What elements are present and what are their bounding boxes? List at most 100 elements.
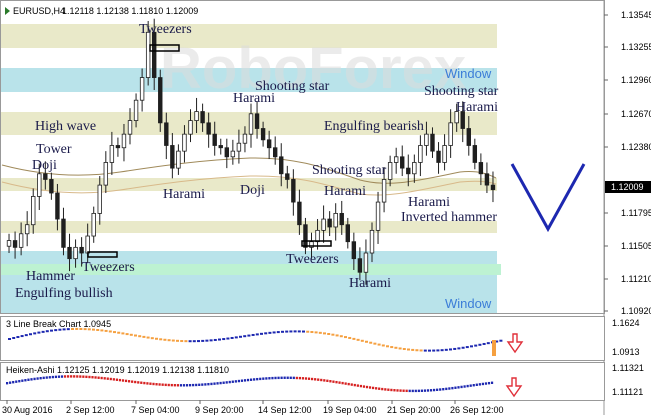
- ha-bar: [460, 385, 463, 389]
- ha-bar: [472, 384, 475, 387]
- lb-bar: [138, 335, 142, 338]
- ha-bar: [124, 379, 128, 383]
- ha-bar: [475, 383, 478, 386]
- ha-bar: [359, 384, 362, 388]
- ha-bar: [323, 379, 326, 382]
- candle-body: [436, 150, 441, 163]
- candle-body: [31, 196, 36, 226]
- ha-bar: [189, 383, 192, 387]
- lb-bar: [239, 335, 242, 338]
- lb-bar: [339, 335, 343, 338]
- ha-bar: [94, 376, 97, 379]
- candle-body: [230, 150, 236, 158]
- ha-bar: [283, 376, 286, 379]
- panel-3lb-axis-top: 1.1624: [612, 318, 640, 328]
- candle-body: [430, 133, 435, 152]
- ha-bar: [158, 383, 161, 386]
- header-ohlc: 1.12118 1.12138 1.11810 1.12009: [62, 6, 198, 16]
- ha-bar: [222, 381, 225, 384]
- ha-bar: [399, 389, 402, 392]
- lb-bar: [499, 339, 503, 342]
- ha-bar: [201, 383, 204, 386]
- lb-bar: [54, 329, 58, 332]
- candle-body: [91, 212, 96, 237]
- time-tick-label: 26 Sep 12:00: [450, 405, 504, 415]
- zone-resistance-top: [1, 24, 497, 48]
- lb-bar: [79, 327, 83, 330]
- candle-body: [297, 201, 302, 226]
- candle-body: [363, 252, 369, 273]
- ha-bar: [250, 378, 253, 381]
- ha-bar: [9, 381, 12, 384]
- lb-bar: [474, 344, 478, 347]
- candle-body: [67, 246, 72, 260]
- lb-bar: [66, 328, 70, 331]
- lb-bar: [100, 329, 104, 332]
- candle-body: [37, 173, 42, 197]
- candle-body: [351, 241, 357, 260]
- candles: [6, 18, 496, 285]
- ha-bar: [454, 386, 457, 389]
- ha-bar: [179, 384, 183, 387]
- lb-bar: [87, 328, 91, 331]
- ha-bar: [195, 383, 198, 387]
- candle-body: [182, 133, 187, 152]
- ha-bar: [21, 379, 24, 382]
- ha-bar: [204, 383, 207, 386]
- candle-body: [79, 246, 84, 254]
- ha-bar: [292, 376, 295, 380]
- label-window-top: Window: [445, 66, 492, 81]
- lb-bar: [482, 342, 486, 345]
- tweezers-box-mid: [301, 240, 332, 247]
- candle-body: [339, 212, 344, 226]
- price-tick-label: 1.12960: [621, 75, 651, 85]
- lb-bar: [423, 349, 427, 352]
- candle-body: [327, 218, 332, 228]
- panel-ha-label: Heiken-Ashi 1.12125 1.12019 1.12019 1.12…: [6, 365, 229, 375]
- lb-bar: [440, 349, 444, 352]
- ha-bar: [368, 386, 372, 389]
- ha-bar: [423, 389, 427, 392]
- ha-bar: [332, 380, 335, 383]
- candle-body: [109, 145, 115, 163]
- lb-bar: [436, 349, 440, 352]
- label-shooting-star-1: Shooting star: [255, 79, 330, 94]
- candle-body: [61, 218, 66, 248]
- candle-body: [442, 145, 447, 163]
- lb-bar: [323, 332, 326, 335]
- ha-bar: [356, 384, 359, 387]
- ha-bar: [60, 375, 64, 378]
- candle-body: [158, 77, 163, 124]
- ha-bar: [256, 377, 259, 381]
- lb-bar: [192, 340, 196, 343]
- ha-bar: [67, 375, 70, 378]
- ha-bar: [353, 383, 356, 387]
- lb-bar: [134, 334, 137, 337]
- ha-bar: [146, 382, 149, 385]
- candle-body: [224, 147, 230, 158]
- ha-bar: [51, 375, 54, 379]
- ha-bar: [271, 376, 274, 380]
- candle-body: [152, 31, 157, 78]
- label-inverted-hammer: Inverted hammer: [401, 210, 497, 225]
- ha-bar: [268, 377, 271, 380]
- ha-bar: [329, 380, 332, 383]
- lb-bar: [222, 338, 226, 341]
- lb-bar: [348, 336, 352, 339]
- time-axis: 30 Aug 2016 2 Sep 12:00 7 Sep 04:00 9 Sep 2…: [2, 400, 504, 415]
- candle-body: [478, 162, 484, 175]
- lb-bar: [453, 347, 457, 350]
- lb-bar: [188, 340, 192, 343]
- lb-bar: [373, 342, 377, 345]
- label-hammer: Hammer: [26, 269, 75, 284]
- ha-bar: [365, 385, 369, 389]
- ha-bar: [30, 378, 33, 381]
- lb-bar: [243, 335, 247, 338]
- ha-bar: [481, 382, 484, 386]
- price-axis: 1.13545 1.13255 1.12960 1.12670 1.12380 1.117…: [603, 0, 651, 415]
- candle-body: [127, 120, 133, 135]
- ha-bar: [6, 382, 9, 385]
- panel-3lb-label: 3 Line Break Chart 1.0945: [6, 319, 111, 329]
- candle-body: [236, 142, 242, 152]
- time-tick-label: 30 Aug 2016: [2, 405, 53, 415]
